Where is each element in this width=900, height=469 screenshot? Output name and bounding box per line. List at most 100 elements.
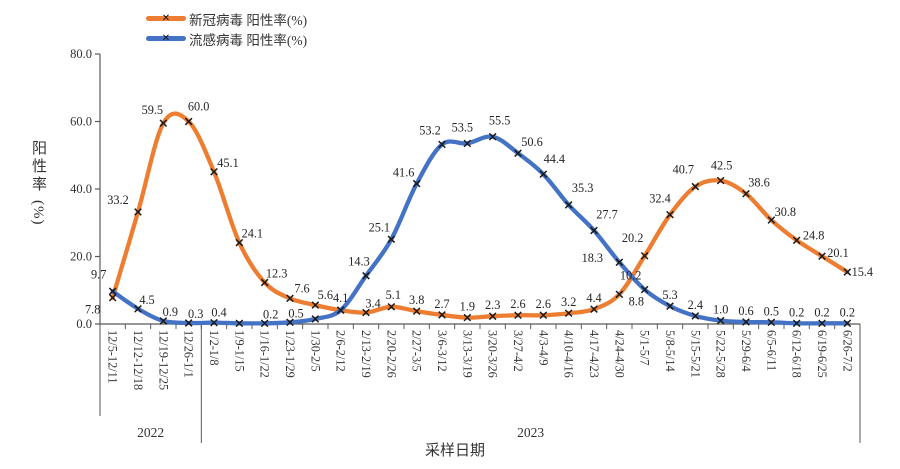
flu-data-label: 0.2 <box>789 305 804 319</box>
covid-marker <box>792 236 801 245</box>
flu-marker <box>818 319 826 328</box>
x-tick-label: 4/17-4/23 <box>587 330 601 378</box>
covid-marker <box>260 278 269 287</box>
flu-data-label: 25.1 <box>369 220 391 234</box>
legend-label-covid: 新冠病毒 阳性率(%) <box>189 12 308 28</box>
x-tick-label: 6/26-7/2 <box>840 330 854 372</box>
flu-data-label: 14.3 <box>348 255 370 269</box>
flu-marker <box>539 170 548 178</box>
flu-marker <box>311 315 320 323</box>
covid-marker <box>818 252 826 260</box>
covid-marker <box>286 294 294 303</box>
flu-data-label: 55.5 <box>489 114 511 128</box>
flu-data-label: 0.2 <box>814 305 829 319</box>
covid-marker <box>184 117 193 126</box>
covid-marker <box>539 311 548 320</box>
x-tick-label: 4/24-4/30 <box>612 330 626 378</box>
covid-marker <box>640 251 649 260</box>
covid-marker <box>134 208 142 216</box>
covid-data-label: 2.3 <box>485 298 500 312</box>
x-tick-label: 6/5-6/11 <box>764 330 778 371</box>
covid-data-label: 12.3 <box>266 266 288 280</box>
covid-marker <box>387 302 396 311</box>
flu-data-label: 0.9 <box>163 305 178 319</box>
flu-marker <box>463 139 472 148</box>
covid-data-label: 4.4 <box>586 291 601 305</box>
covid-data-label: 3.4 <box>365 297 380 311</box>
flu-data-label: 41.6 <box>393 166 415 180</box>
flu-marker <box>260 319 269 328</box>
flu-data-label: 44.4 <box>544 152 566 166</box>
covid-marker <box>742 189 750 198</box>
flu-data-label: 2.4 <box>688 298 703 312</box>
x-tick-label: 12/19-12/25 <box>156 330 170 390</box>
covid-data-label: 40.7 <box>673 163 695 177</box>
y-tick-label: 60.0 <box>70 115 92 129</box>
flu-data-label: 10.2 <box>620 269 642 283</box>
covid-data-label: 2.7 <box>434 297 449 311</box>
flu-data-label: 53.2 <box>419 123 441 137</box>
flu-data-label: 50.6 <box>521 135 543 149</box>
x-tick-label: 3/27-4/2 <box>511 330 525 372</box>
x-tick-label: 1/30-2/5 <box>308 330 322 372</box>
x-tick-label: 6/19-6/25 <box>815 330 829 378</box>
flu-marker <box>488 132 497 141</box>
x-tick-label: 1/16-1/22 <box>258 330 272 378</box>
flu-line-path <box>110 134 850 326</box>
x-tick-label: 4/3-4/9 <box>536 330 550 366</box>
flu-data-label: 1.0 <box>713 303 728 317</box>
flu-marker <box>514 149 522 158</box>
covid-marker <box>210 167 218 176</box>
x-tick-label: 5/8-5/14 <box>663 330 677 372</box>
flu-marker <box>640 285 649 294</box>
x-tick-label: 5/1-5/7 <box>638 330 652 366</box>
flu-data-label: 35.3 <box>572 181 594 195</box>
flu-marker <box>792 319 801 328</box>
flu-marker <box>286 318 294 327</box>
covid-data-label: 59.5 <box>142 103 164 117</box>
covid-data-label: 5.6 <box>318 288 333 302</box>
covid-marker <box>615 290 624 299</box>
flu-marker <box>336 306 345 314</box>
covid-data-label: 60.0 <box>188 100 210 114</box>
x-tick-label: 12/5-12/11 <box>106 330 120 384</box>
x-tick-label: 12/26-1/1 <box>182 330 196 378</box>
flu-marker <box>716 316 725 325</box>
x-marker-icon: ✕ <box>161 32 171 44</box>
covid-marker <box>564 309 573 318</box>
covid-data-label: 38.6 <box>748 176 770 190</box>
x-tick-label: 4/10-4/16 <box>562 330 576 378</box>
covid-marker <box>438 311 446 319</box>
covid-marker <box>463 313 472 322</box>
x-tick-label: 5/22-5/28 <box>714 330 728 378</box>
flu-data-label: 5.3 <box>662 288 677 302</box>
covid-data-label: 5.1 <box>386 288 401 302</box>
x-tick-label: 2/20-2/26 <box>384 330 398 378</box>
flu-marker <box>767 318 776 327</box>
chart-legend: ✕ 新冠病毒 阳性率(%) ✕ 流感病毒 阳性率(%) <box>146 9 307 48</box>
x-tick-label: 1/2-1/8 <box>207 330 221 366</box>
flu-marker <box>742 318 750 326</box>
flu-marker <box>438 140 446 149</box>
year-group-label-2022: 2022 <box>137 425 164 440</box>
flu-data-label: 4.5 <box>139 293 154 307</box>
y-tick-label: 0.0 <box>76 317 92 331</box>
covid-marker <box>691 182 700 191</box>
covid-data-label: 45.1 <box>217 156 239 170</box>
legend-label-flu: 流感病毒 阳性率(%) <box>189 32 308 48</box>
covid-marker <box>235 238 244 247</box>
flu-marker <box>843 319 852 328</box>
x-tick-label: 6/12-6/18 <box>790 330 804 378</box>
covid-data-label: 33.2 <box>107 193 129 207</box>
flu-data-label: 0.2 <box>263 307 278 321</box>
x-tick-label: 5/15-5/21 <box>688 330 702 378</box>
x-axis-title: 采样日期 <box>425 442 485 459</box>
covid-data-label: 15.4 <box>852 265 874 279</box>
covid-marker <box>666 210 674 219</box>
flu-marker <box>134 304 142 313</box>
flu-data-label: 0.4 <box>211 306 226 320</box>
covid-data-label: 24.8 <box>803 228 825 242</box>
legend-item-covid: ✕ 新冠病毒 阳性率(%) <box>146 9 307 28</box>
covid-data-label: 7.6 <box>294 281 309 295</box>
